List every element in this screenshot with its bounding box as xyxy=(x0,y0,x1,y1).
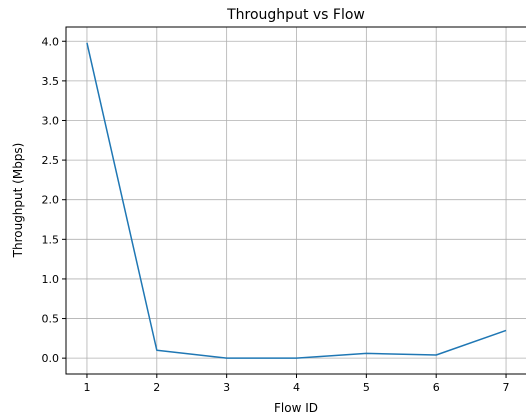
y-tick-label: 2.5 xyxy=(42,154,60,167)
y-tick-label: 0.0 xyxy=(42,352,60,365)
x-tick-label: 7 xyxy=(503,381,510,394)
y-axis-ticks: 0.0 0.5 1.0 1.5 2.0 2.5 3.0 3.5 4.0 xyxy=(42,35,66,365)
y-tick-label: 3.0 xyxy=(42,114,60,127)
y-tick-label: 3.5 xyxy=(42,75,60,88)
y-tick-label: 1.5 xyxy=(42,233,60,246)
chart-title: Throughput vs Flow xyxy=(226,7,365,23)
x-tick-label: 6 xyxy=(433,381,440,394)
y-tick-label: 0.5 xyxy=(42,313,60,326)
y-tick-label: 4.0 xyxy=(42,35,60,48)
x-tick-label: 1 xyxy=(83,381,90,394)
series-polyline xyxy=(86,42,507,359)
x-axis-label: Flow ID xyxy=(274,401,318,415)
x-tick-label: 5 xyxy=(363,381,370,394)
grid xyxy=(66,27,526,374)
series-line xyxy=(86,42,507,359)
y-axis-label: Throughput (Mbps) xyxy=(11,143,25,259)
y-tick-label: 2.0 xyxy=(42,194,60,207)
x-tick-label: 2 xyxy=(153,381,160,394)
x-tick-label: 3 xyxy=(223,381,230,394)
x-tick-label: 4 xyxy=(293,381,300,394)
plot-frame xyxy=(65,26,526,375)
x-axis-ticks: 1 2 3 4 5 6 7 xyxy=(83,374,510,394)
y-tick-label: 1.0 xyxy=(42,273,60,286)
